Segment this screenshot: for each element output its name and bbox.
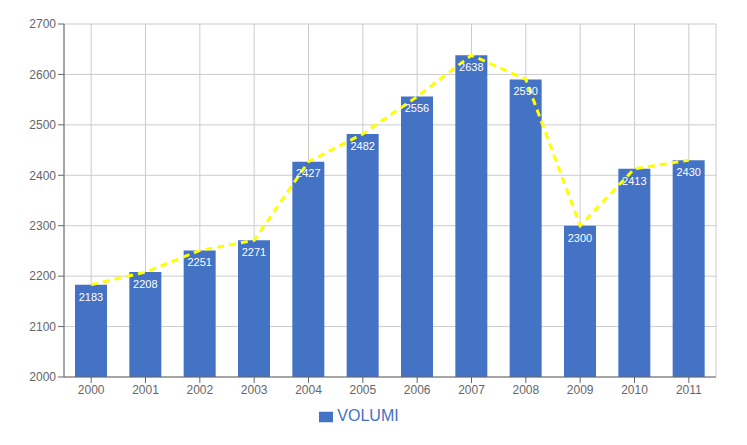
- svg-text:2556: 2556: [405, 102, 429, 114]
- svg-text:2500: 2500: [29, 118, 56, 132]
- svg-text:2271: 2271: [242, 246, 266, 258]
- svg-text:2000: 2000: [29, 370, 56, 384]
- svg-text:2300: 2300: [29, 219, 56, 233]
- svg-text:2007: 2007: [458, 383, 485, 397]
- svg-text:2011: 2011: [676, 383, 702, 397]
- svg-text:2001: 2001: [132, 383, 159, 397]
- svg-text:2010: 2010: [621, 383, 648, 397]
- svg-text:2006: 2006: [404, 383, 431, 397]
- html-text:VOLUMI: VOLUMI: [337, 407, 399, 424]
- svg-text:2002: 2002: [186, 383, 213, 397]
- svg-text:2482: 2482: [350, 140, 374, 152]
- svg-text:2427: 2427: [296, 167, 320, 179]
- svg-text:2600: 2600: [29, 68, 56, 82]
- svg-text:2430: 2430: [676, 166, 700, 178]
- svg-text:2400: 2400: [29, 169, 56, 183]
- svg-text:2700: 2700: [29, 17, 56, 31]
- svg-text:2005: 2005: [349, 383, 376, 397]
- svg-text:2208: 2208: [133, 278, 157, 290]
- svg-text:2008: 2008: [512, 383, 539, 397]
- svg-text:2100: 2100: [29, 320, 56, 334]
- svg-text:2590: 2590: [513, 85, 537, 97]
- svg-text:2200: 2200: [29, 269, 56, 283]
- svg-text:2413: 2413: [622, 175, 646, 187]
- svg-text:2004: 2004: [295, 383, 322, 397]
- svg-text:2300: 2300: [568, 232, 592, 244]
- svg-text:2638: 2638: [459, 61, 483, 73]
- svg-text:2009: 2009: [567, 383, 594, 397]
- svg-text:2000: 2000: [78, 383, 105, 397]
- svg-text:2251: 2251: [187, 256, 211, 268]
- svg-text:2183: 2183: [79, 291, 103, 303]
- svg-text:2003: 2003: [241, 383, 268, 397]
